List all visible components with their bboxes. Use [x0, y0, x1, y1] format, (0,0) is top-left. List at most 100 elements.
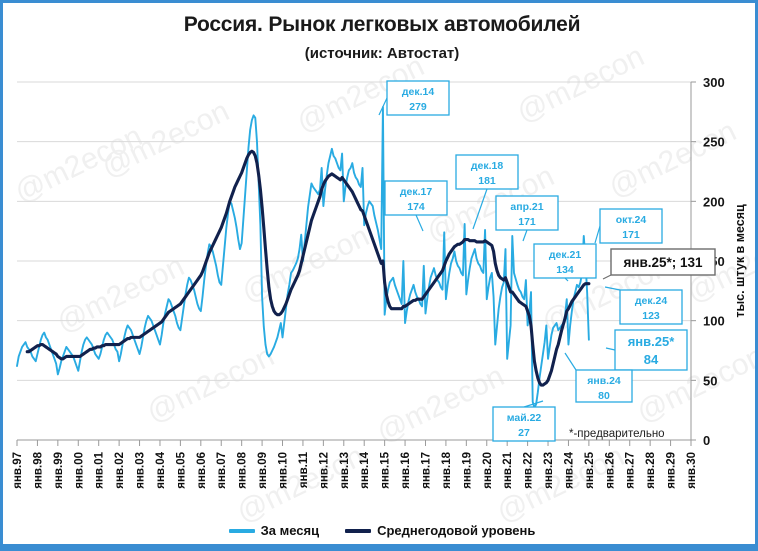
x-tick-label: янв.02 [114, 452, 126, 489]
x-tick-label: янв.09 [257, 452, 269, 489]
axis-layer: 050100150200250300тыс. штук в месяцянв.9… [12, 75, 747, 489]
callout-leader [604, 286, 621, 291]
x-tick-label: янв.22 [523, 452, 535, 489]
x-tick-label: янв.03 [135, 452, 147, 489]
callout-value: 134 [556, 264, 574, 276]
callout-label: янв.24 [587, 375, 621, 387]
legend-item-annual-average[interactable]: Среднегодовой уровень [345, 523, 535, 538]
callout-value: 171 [518, 216, 536, 228]
x-tick-label: янв.18 [441, 451, 453, 488]
watermark-text: @m2econ [142, 339, 280, 429]
x-tick-label: янв.00 [73, 452, 85, 489]
y-axis-title: тыс. штук в месяц [733, 204, 747, 318]
callout-box [575, 369, 633, 403]
callout-value: 171 [622, 229, 640, 241]
callout-dec-14: дек.14 279 [378, 80, 450, 116]
bottom-accent-bar [3, 544, 755, 548]
callout-box [610, 248, 716, 276]
callout-apr-21: апр.21 171 [495, 195, 559, 242]
x-tick-label: янв.15 [380, 451, 392, 488]
x-tick-label: янв.97 [12, 452, 24, 489]
callout-box [384, 180, 448, 216]
callout-leader [522, 229, 528, 242]
x-tick-label: янв.98 [32, 451, 44, 488]
x-tick-label: янв.17 [420, 452, 432, 489]
callout-box [492, 406, 556, 442]
x-tick-label: янв.13 [339, 452, 351, 489]
callout-label: дек.17 [400, 186, 433, 198]
x-tick-label: янв.08 [237, 451, 249, 488]
x-tick-label: янв.11 [298, 451, 310, 488]
callout-jan-25: янв.25* 84 [605, 329, 688, 371]
x-tick-label: янв.29 [666, 452, 678, 489]
x-tick-label: янв.16 [400, 452, 412, 489]
callout-value: 27 [518, 427, 530, 439]
callout-dec-24: дек.24 123 [604, 286, 683, 325]
x-tick-label: янв.20 [482, 452, 494, 489]
callout-may-22: май.22 27 [492, 400, 556, 442]
chart-legend: За месяц Среднегодовой уровень [3, 523, 755, 538]
y-tick-label: 250 [703, 135, 725, 150]
chart-canvas: @m2econ@m2econ@m2econ@m2econ@m2econ@m2ec… [10, 39, 755, 529]
callout-jan-25-avg: янв.25*; 131 [602, 248, 716, 280]
callout-box [455, 154, 519, 190]
callout-leader [523, 400, 544, 408]
callout-leader [378, 97, 388, 116]
callout-leader [564, 352, 577, 371]
callout-jan-24: янв.24 80 [564, 352, 633, 403]
callout-box [599, 208, 663, 244]
callouts-layer: дек.14279дек.17174дек.18181апр.21171дек.… [378, 80, 716, 442]
x-tick-label: янв.27 [625, 452, 637, 489]
x-tick-label: янв.05 [175, 451, 187, 488]
y-tick-label: 100 [703, 314, 725, 329]
x-tick-label: янв.26 [604, 452, 616, 489]
watermark-text: @m2econ [512, 39, 650, 129]
callout-value: 80 [598, 390, 610, 402]
y-tick-label: 50 [703, 373, 717, 388]
callout-label: апр.21 [510, 201, 543, 213]
callout-label: янв.25*; 131 [623, 255, 703, 270]
x-tick-label: янв.07 [216, 452, 228, 489]
watermark-text: @m2econ [52, 249, 190, 339]
y-tick-label: 0 [703, 433, 710, 448]
legend-item-monthly[interactable]: За месяц [228, 523, 319, 538]
x-tick-label: янв.01 [94, 451, 106, 488]
callout-label: дек.21 [549, 249, 582, 261]
callout-leader [472, 188, 488, 230]
x-tick-label: янв.04 [155, 451, 167, 488]
callout-value: 84 [644, 352, 659, 367]
callout-leader [594, 225, 601, 244]
y-tick-label: 300 [703, 75, 725, 90]
x-tick-label: янв.23 [543, 452, 555, 489]
callout-value: 123 [642, 310, 660, 322]
x-tick-label: янв.21 [502, 451, 514, 488]
footnote-layer: *-предварительно [569, 428, 665, 440]
callout-box [533, 243, 597, 279]
callout-dec-21: дек.21 134 [533, 243, 597, 282]
x-tick-label: янв.14 [359, 451, 371, 488]
x-tick-label: янв.28 [645, 451, 657, 488]
y-tick-label: 200 [703, 194, 725, 209]
legend-label: Среднегодовой уровень [377, 523, 536, 538]
series-layer [16, 106, 591, 409]
callout-dec-17: дек.17 174 [384, 180, 448, 232]
callout-value: 181 [478, 175, 496, 187]
callout-label: май.22 [507, 412, 542, 424]
x-tick-label: янв.12 [318, 452, 330, 489]
callout-label: окт.24 [616, 214, 647, 226]
callout-box [386, 80, 450, 116]
x-tick-label: янв.30 [686, 452, 698, 489]
footnote-text: *-предварительно [569, 428, 665, 440]
callout-oct-24: окт.24 171 [594, 208, 663, 244]
series-annual-average-line [25, 149, 591, 387]
callout-box [614, 329, 688, 371]
x-tick-label: янв.19 [461, 452, 473, 489]
callout-value: 279 [409, 101, 427, 113]
x-tick-label: янв.99 [53, 452, 65, 489]
callout-leader [415, 214, 424, 232]
page-subtitle: (источник: Автостат) [304, 45, 460, 62]
x-tick-label: янв.25 [584, 451, 596, 488]
legend-swatch [228, 528, 255, 533]
callout-box [619, 289, 683, 325]
